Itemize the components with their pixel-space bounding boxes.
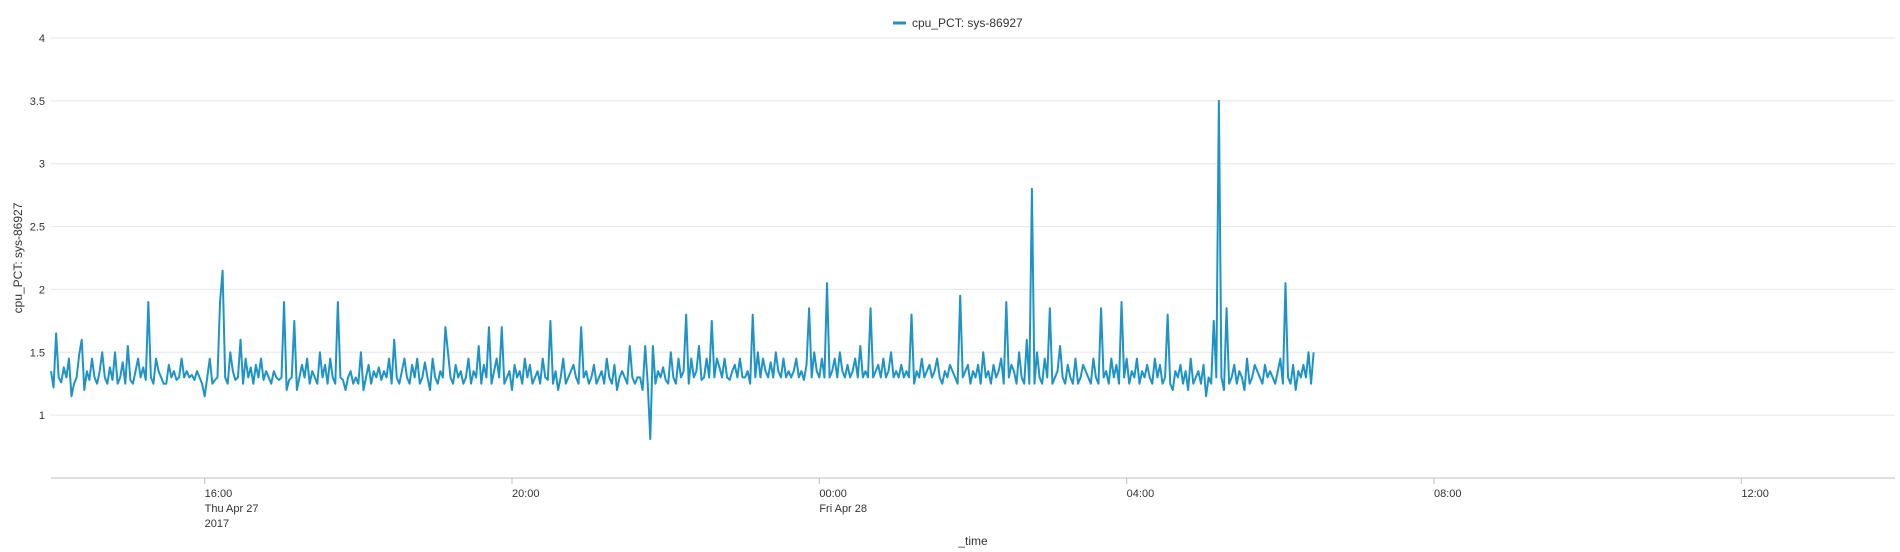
y-axis: 1 1.5 2 2.5 3 3.5 4: [30, 33, 45, 422]
x-tick-label: 04:00: [1127, 488, 1155, 500]
y-tick-label: 2.5: [30, 222, 45, 234]
x-tick-label: 2017: [205, 518, 229, 530]
x-tick-label: 16:00: [205, 488, 233, 500]
legend[interactable]: cpu_PCT: sys-86927: [893, 16, 1023, 30]
y-tick-label: 4: [39, 33, 45, 45]
y-tick-label: 3: [39, 159, 45, 171]
series-line-cpu-pct[interactable]: [50, 99, 1315, 441]
y-tick-label: 2: [39, 284, 45, 296]
x-axis-title: _time: [957, 534, 988, 548]
x-tick-label: 00:00: [819, 488, 847, 500]
y-axis-title: cpu_PCT: sys-86927: [11, 202, 25, 313]
x-axis: 16:00 Thu Apr 27 2017 20:00 00:00 Fri Apr 28 0…: [51, 477, 1895, 530]
series-layer: [50, 99, 1315, 441]
x-tick-label: Thu Apr 27: [205, 503, 259, 515]
y-gridlines: [51, 37, 1895, 416]
legend-label: cpu_PCT: sys-86927: [912, 16, 1023, 30]
x-tick-label: Fri Apr 28: [819, 503, 867, 515]
x-tick-label: 08:00: [1434, 488, 1462, 500]
y-tick-label: 3.5: [30, 96, 45, 108]
y-tick-label: 1.5: [30, 347, 45, 359]
x-tick-label: 12:00: [1741, 488, 1769, 500]
x-tick-label: 20:00: [512, 488, 540, 500]
y-tick-label: 1: [39, 410, 45, 422]
